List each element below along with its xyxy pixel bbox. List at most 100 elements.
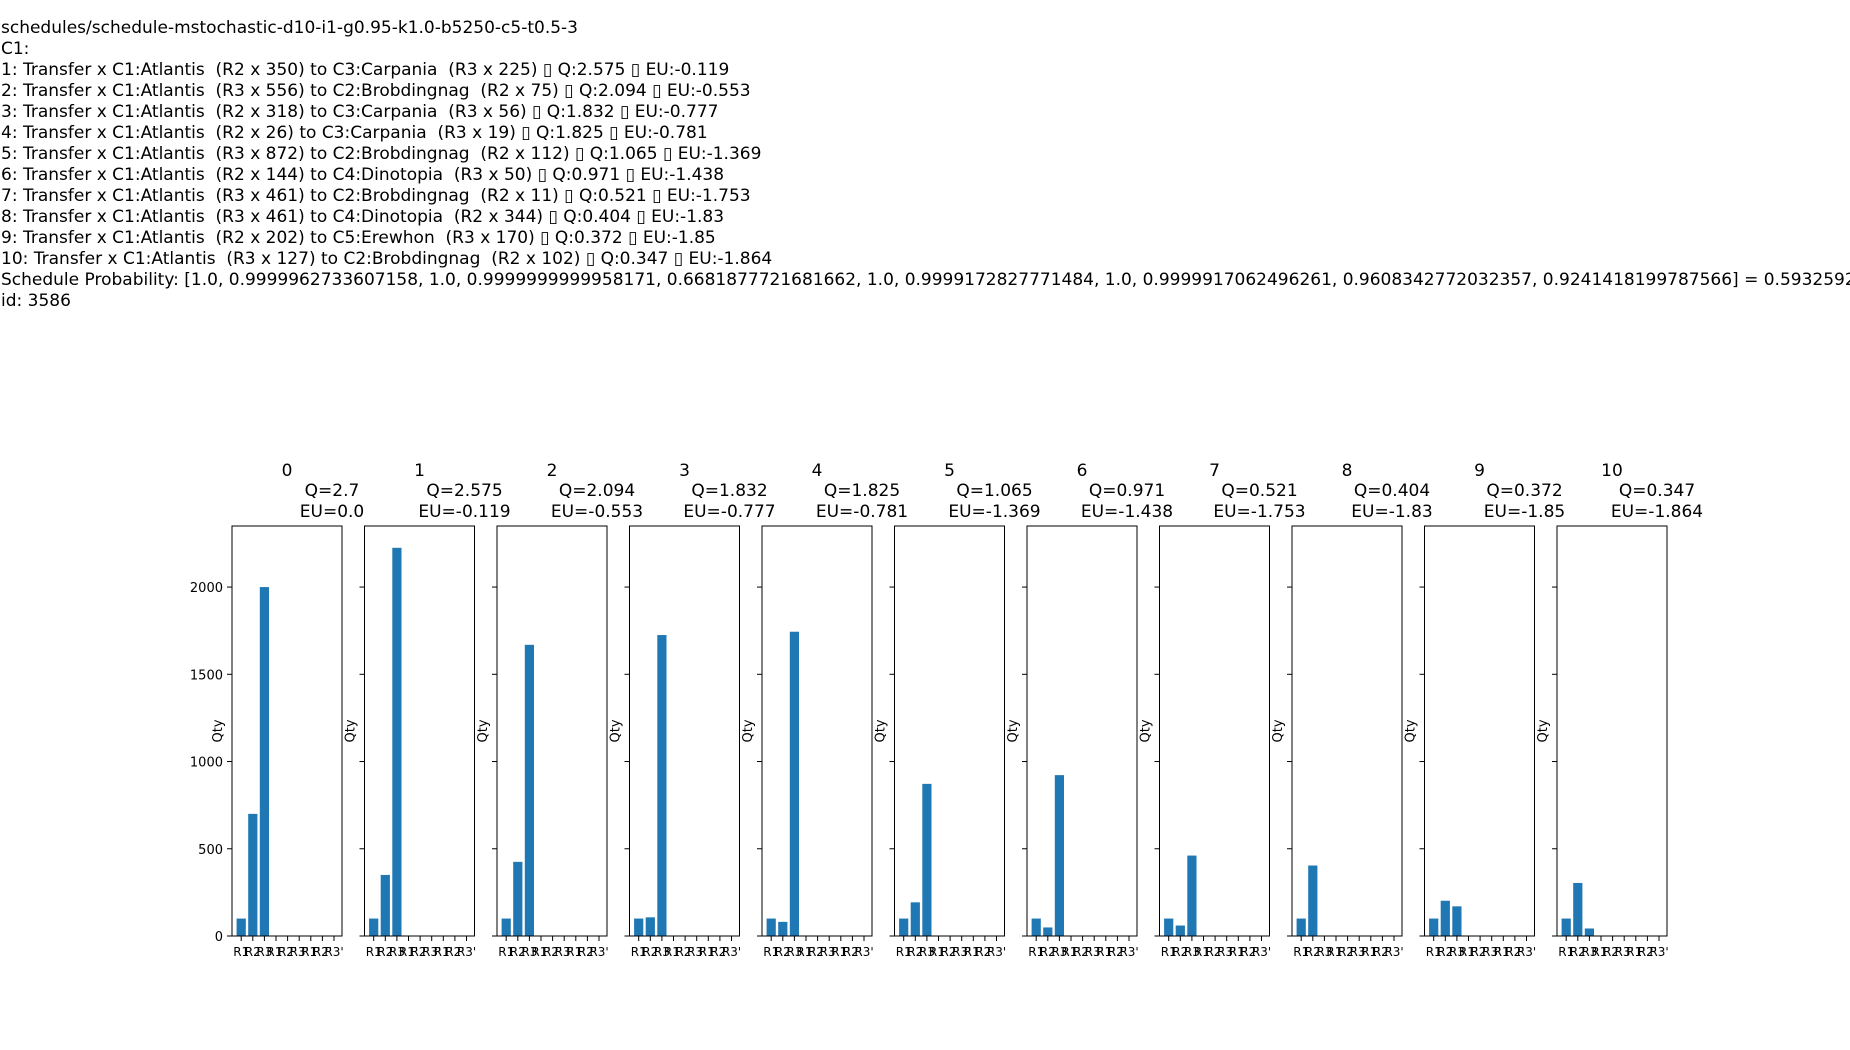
- bar: [1043, 927, 1053, 936]
- x-tick-label: R3': [457, 945, 476, 959]
- plot-frame: [1159, 525, 1270, 937]
- plot-frame: [496, 525, 608, 937]
- x-tick-label: R2': [1108, 945, 1127, 959]
- x-tick-label: R3: [919, 945, 935, 959]
- x-tick-label: R2: [1172, 945, 1188, 959]
- bar: [1584, 928, 1594, 936]
- x-tick-label: R1: [1161, 945, 1177, 959]
- x-tick-label: R1: [1028, 945, 1044, 959]
- bar: [524, 644, 534, 936]
- bar: [1561, 918, 1571, 936]
- panel-q-label: Q=2.7: [305, 481, 360, 501]
- x-tick-label: R1': [1061, 945, 1080, 959]
- x-tick-label: R1': [1229, 945, 1248, 959]
- x-tick-label: R1': [266, 945, 285, 959]
- x-tick-label: R3: [521, 945, 537, 959]
- plot-frame: [629, 525, 740, 937]
- bar: [1175, 925, 1185, 936]
- bar: [1452, 906, 1462, 936]
- bar: [657, 635, 667, 936]
- bar: [259, 587, 269, 936]
- x-tick-label: R1': [929, 945, 948, 959]
- x-tick-label: R3: [654, 945, 670, 959]
- panel-title: 6: [1077, 461, 1088, 481]
- x-tick-label: R1': [434, 945, 453, 959]
- x-tick-label: R2': [1505, 945, 1524, 959]
- panel-title: 9: [1474, 461, 1485, 481]
- x-tick-label: R1': [1194, 945, 1213, 959]
- bar: [1031, 918, 1041, 936]
- x-tick-label: R1: [498, 945, 514, 959]
- panel-q-label: Q=1.832: [691, 481, 767, 501]
- panel-title: 3: [679, 461, 690, 481]
- y-tick-label: 1000: [190, 756, 223, 771]
- x-tick-label: R1: [763, 945, 779, 959]
- x-tick-label: R2': [1205, 945, 1224, 959]
- panel-title: 8: [1342, 461, 1353, 481]
- x-tick-label: R3': [1384, 945, 1403, 959]
- panel-title: 10: [1601, 461, 1623, 481]
- x-tick-label: R2: [245, 945, 261, 959]
- bar: [1164, 918, 1174, 936]
- x-tick-label: R1: [1293, 945, 1309, 959]
- y-axis-label: Qty: [1404, 719, 1419, 742]
- x-tick-label: R3': [952, 945, 971, 959]
- panel-title: 0: [282, 461, 293, 481]
- x-tick-label: R3': [1119, 945, 1138, 959]
- bar: [1187, 855, 1197, 936]
- x-tick-label: R3: [1581, 945, 1597, 959]
- bar: [910, 902, 920, 936]
- x-tick-label: R3: [786, 945, 802, 959]
- x-tick-label: R1': [1626, 945, 1645, 959]
- x-tick-label: R2': [1073, 945, 1092, 959]
- panel-q-label: Q=0.971: [1089, 481, 1165, 501]
- x-tick-label: R2: [377, 945, 393, 959]
- x-tick-label: R3: [1449, 945, 1465, 959]
- schedule-path: schedules/schedule-mstochastic-d10-i1-g0…: [1, 18, 578, 38]
- panel-title: 1: [414, 461, 425, 481]
- x-tick-label: R1': [1361, 945, 1380, 959]
- bar: [392, 547, 402, 936]
- x-tick-label: R2': [543, 945, 562, 959]
- x-tick-label: R3': [722, 945, 741, 959]
- panel-eu-label: EU=-1.753: [1213, 502, 1305, 522]
- plot-frame: [1026, 525, 1138, 937]
- bar: [634, 918, 644, 936]
- x-tick-label: R2': [313, 945, 332, 959]
- plot-frame: [364, 525, 475, 937]
- x-tick-label: R3: [1184, 945, 1200, 959]
- y-axis-label: Qty: [1271, 719, 1286, 742]
- x-tick-label: R1: [1426, 945, 1442, 959]
- x-tick-label: R1': [1459, 945, 1478, 959]
- header-line: 10: Transfer x C1:Atlantis (R3 x 127) to…: [1, 249, 773, 269]
- panel-eu-label: EU=-0.119: [418, 502, 510, 522]
- x-tick-label: R3': [1217, 945, 1236, 959]
- header-line: 5: Transfer x C1:Atlantis (R3 x 872) to …: [1, 144, 762, 164]
- bar: [380, 874, 390, 936]
- x-tick-label: R2': [710, 945, 729, 959]
- y-tick-label: 0: [215, 930, 223, 945]
- x-tick-label: R3: [389, 945, 405, 959]
- header-line: 9: Transfer x C1:Atlantis (R2 x 202) to …: [1, 228, 716, 248]
- x-tick-label: R3': [820, 945, 839, 959]
- x-tick-label: R2: [1305, 945, 1321, 959]
- x-tick-label: R2': [808, 945, 827, 959]
- plot-frame: [1424, 525, 1535, 937]
- bar: [236, 918, 246, 936]
- x-tick-label: R2': [940, 945, 959, 959]
- header-line: Schedule Probability: [1.0, 0.9999962733…: [1, 270, 1850, 290]
- x-tick-label: R1': [1326, 945, 1345, 959]
- header-line: 4: Transfer x C1:Atlantis (R2 x 26) to C…: [1, 123, 708, 143]
- x-tick-label: R2': [675, 945, 694, 959]
- x-tick-label: R1': [1096, 945, 1115, 959]
- x-tick-label: R2': [578, 945, 597, 959]
- x-tick-label: R1: [233, 945, 249, 959]
- bar: [766, 918, 776, 936]
- panel-eu-label: EU=-1.83: [1351, 502, 1432, 522]
- x-tick-label: R1': [831, 945, 850, 959]
- x-tick-label: R2': [1470, 945, 1489, 959]
- panel-title: 2: [547, 461, 558, 481]
- x-tick-label: R1: [1558, 945, 1574, 959]
- x-tick-label: R2: [510, 945, 526, 959]
- x-tick-label: R3: [256, 945, 272, 959]
